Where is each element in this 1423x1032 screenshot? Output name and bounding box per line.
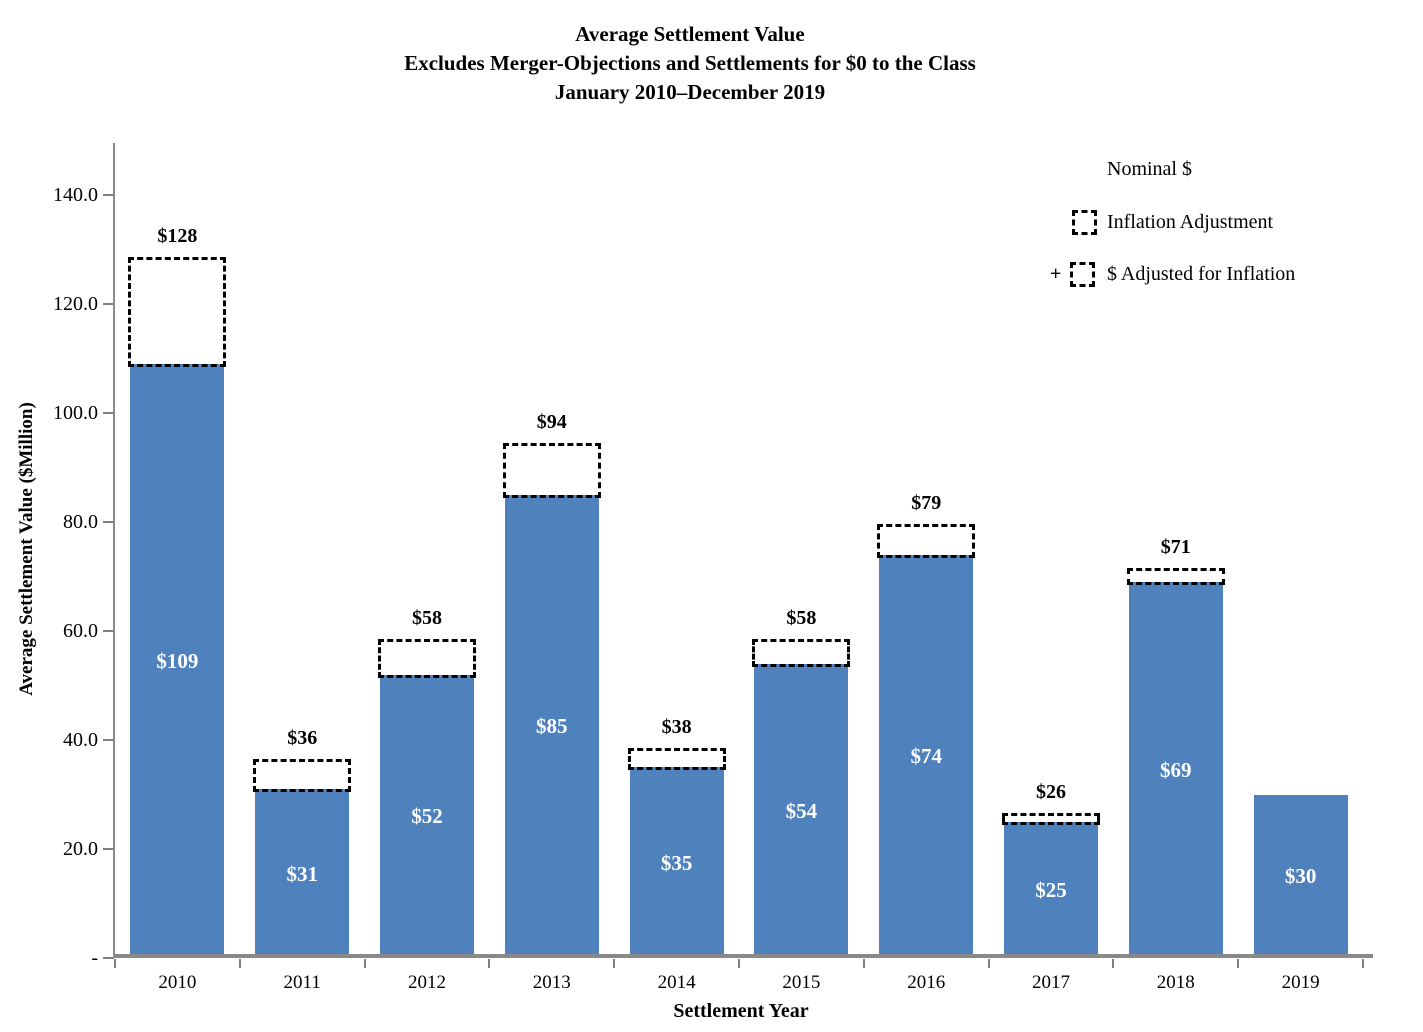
title-line-3: January 2010–December 2019 xyxy=(554,80,826,104)
legend-adjusted-dashed-swatch-icon xyxy=(1070,262,1095,287)
x-tick xyxy=(987,959,990,968)
bar xyxy=(380,674,474,958)
bar xyxy=(255,789,350,958)
inflation-adjustment-box xyxy=(627,747,726,771)
title-line-1: Average Settlement Value xyxy=(575,22,805,46)
bar xyxy=(130,363,225,958)
y-tick-label: 100.0 xyxy=(53,402,98,424)
adjusted-value-label: $128 xyxy=(157,225,198,248)
inflation-adjustment-box xyxy=(1002,813,1100,825)
y-tick-label: 20.0 xyxy=(63,838,98,860)
adjusted-value-label: $26 xyxy=(1036,781,1066,804)
y-tick xyxy=(103,848,114,850)
bar xyxy=(1128,581,1223,958)
adjusted-value-label: $38 xyxy=(661,715,692,738)
bar xyxy=(504,494,599,958)
adjusted-value-label: $71 xyxy=(1160,536,1191,559)
bar-value-label: $52 xyxy=(411,804,443,829)
legend-nominal-swatch-icon xyxy=(1072,157,1097,182)
inflation-adjustment-box xyxy=(378,638,476,678)
x-tick xyxy=(114,959,116,968)
y-tick xyxy=(103,521,114,523)
x-axis-line xyxy=(113,954,1373,958)
x-tick xyxy=(488,959,491,968)
y-axis-line xyxy=(113,143,115,958)
adjusted-value-label: $58 xyxy=(412,606,442,629)
x-tick xyxy=(363,959,366,968)
x-tick xyxy=(613,959,616,968)
x-tick xyxy=(238,959,241,968)
y-tick xyxy=(103,739,114,741)
inflation-adjustment-box xyxy=(128,257,227,367)
x-tick-label: 2017 xyxy=(1032,972,1070,993)
x-tick xyxy=(862,959,865,968)
bar-value-label: $69 xyxy=(1160,757,1192,782)
bar-value-label: $35 xyxy=(660,850,693,875)
bar-value-label: $109 xyxy=(156,648,199,673)
x-tick-label: 2015 xyxy=(782,972,821,993)
chart-title: Average Settlement Value Excludes Merger… xyxy=(0,20,1380,107)
bar-value-label: $54 xyxy=(785,798,818,823)
y-tick-label: 60.0 xyxy=(63,620,98,642)
x-tick-label: 2010 xyxy=(158,972,197,993)
x-tick xyxy=(1362,959,1364,968)
bar-value-label: $74 xyxy=(910,744,942,769)
y-tick-label: - xyxy=(91,947,98,969)
bar xyxy=(754,663,849,958)
bar-value-label: $31 xyxy=(286,861,318,886)
x-tick-label: 2013 xyxy=(532,972,571,993)
y-tick xyxy=(103,957,114,959)
x-tick-label: 2019 xyxy=(1281,972,1320,993)
y-tick xyxy=(103,412,114,414)
y-axis-title: Average Settlement Value ($Million) xyxy=(16,402,37,696)
bar-value-label: $25 xyxy=(1035,877,1067,902)
y-tick-label: 120.0 xyxy=(53,293,98,315)
x-axis-title: Settlement Year xyxy=(673,1000,809,1022)
legend-adjusted-solid-swatch-icon xyxy=(1022,262,1047,287)
x-tick-label: 2014 xyxy=(657,972,696,993)
x-tick-label: 2012 xyxy=(408,972,446,993)
x-tick xyxy=(1237,959,1240,968)
y-tick-label: 40.0 xyxy=(63,729,98,751)
inflation-adjustment-box xyxy=(253,758,352,793)
inflation-adjustment-box xyxy=(1126,568,1225,585)
x-tick xyxy=(1112,959,1115,968)
legend-inflation-swatch-icon xyxy=(1072,210,1097,235)
y-tick-label: 140.0 xyxy=(53,184,98,206)
bar xyxy=(629,767,724,958)
x-tick-label: 2018 xyxy=(1156,972,1195,993)
inflation-adjustment-box xyxy=(752,638,851,667)
adjusted-value-label: $36 xyxy=(287,726,318,749)
title-line-2: Excludes Merger-Objections and Settlemen… xyxy=(404,51,976,75)
y-tick-label: 80.0 xyxy=(63,511,98,533)
y-tick xyxy=(103,630,114,632)
y-tick xyxy=(103,194,114,196)
bar xyxy=(1004,821,1098,958)
x-tick xyxy=(738,959,740,968)
y-tick xyxy=(103,303,114,305)
x-tick-label: 2016 xyxy=(907,972,946,993)
adjusted-value-label: $94 xyxy=(536,410,567,433)
legend-plus-sign: + xyxy=(1050,263,1062,285)
legend-nominal-label: Nominal $ xyxy=(1107,158,1192,180)
bar xyxy=(879,554,974,958)
bar xyxy=(1253,794,1348,958)
x-tick-label: 2011 xyxy=(283,972,321,993)
bar-value-label: $85 xyxy=(536,714,568,739)
adjusted-value-label: $58 xyxy=(786,606,817,629)
adjusted-value-label: $79 xyxy=(911,492,942,515)
inflation-adjustment-box xyxy=(877,524,976,558)
inflation-adjustment-box xyxy=(502,442,601,498)
legend-adjusted-label: $ Adjusted for Inflation xyxy=(1107,263,1296,285)
legend-inflation-label: Inflation Adjustment xyxy=(1107,211,1274,233)
bar-value-label: $30 xyxy=(1284,864,1317,889)
